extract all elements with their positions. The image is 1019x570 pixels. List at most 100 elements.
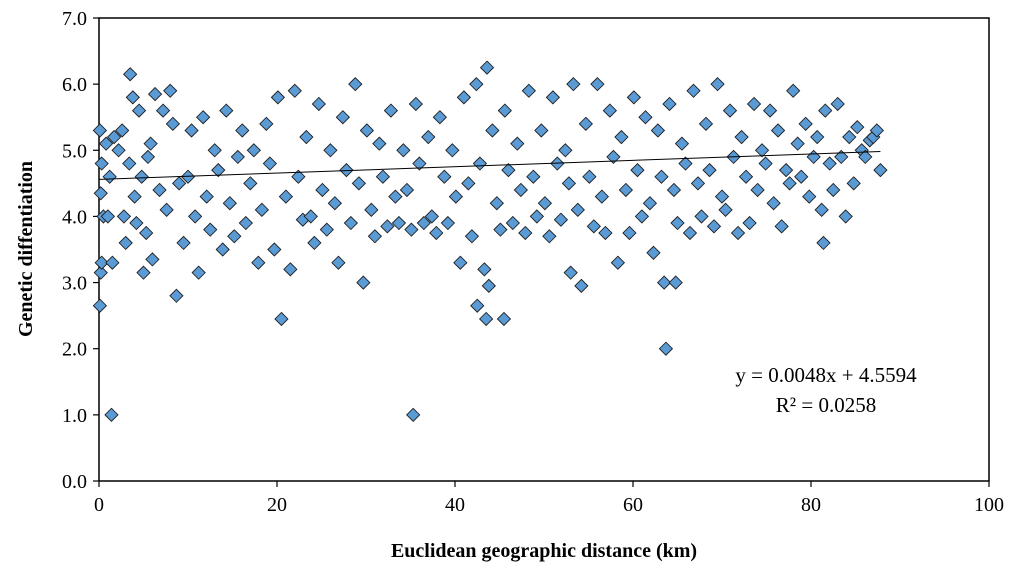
data-point <box>123 67 138 82</box>
x-tick-label: 100 <box>974 494 1004 516</box>
data-point <box>529 209 545 224</box>
data-point <box>574 278 589 294</box>
data-point <box>319 222 334 237</box>
data-point <box>485 123 500 138</box>
data-point <box>315 182 330 198</box>
data-point <box>215 242 230 257</box>
data-point <box>638 110 653 125</box>
data-point <box>412 156 427 171</box>
data-point <box>145 252 160 267</box>
data-point <box>834 149 849 165</box>
data-point <box>694 209 709 224</box>
data-point <box>235 123 250 138</box>
data-point <box>203 222 218 237</box>
data-point <box>139 225 154 241</box>
data-point <box>227 229 242 244</box>
data-point <box>674 136 690 151</box>
data-point <box>291 169 306 184</box>
data-point <box>375 169 391 184</box>
data-point <box>432 110 448 125</box>
data-point <box>782 176 797 191</box>
data-point <box>481 278 496 294</box>
data-point <box>646 245 661 260</box>
data-point <box>545 90 561 105</box>
data-point <box>125 90 140 105</box>
y-tick-label: 0.0 <box>62 471 87 493</box>
data-point <box>830 96 845 112</box>
data-point <box>131 103 147 118</box>
data-point <box>706 219 722 234</box>
data-point <box>479 60 495 75</box>
data-point <box>850 119 865 135</box>
data-point <box>770 123 786 138</box>
data-point <box>563 265 578 280</box>
data-point <box>421 129 436 145</box>
data-point <box>718 202 733 217</box>
y-tick-label: 1.0 <box>62 405 87 427</box>
data-point <box>100 209 116 224</box>
data-point <box>176 235 191 251</box>
x-tick-label: 80 <box>801 494 821 516</box>
data-point <box>598 225 613 241</box>
data-point <box>406 407 421 422</box>
data-point <box>140 149 156 165</box>
data-point <box>388 189 403 204</box>
data-point <box>513 182 528 198</box>
data-point <box>790 136 805 151</box>
data-point <box>622 225 637 241</box>
data-point <box>259 116 274 131</box>
data-point <box>774 219 789 234</box>
data-point <box>222 196 237 211</box>
data-point <box>127 189 142 204</box>
x-axis-title: Euclidean geographic distance (km) <box>391 540 697 562</box>
data-point <box>654 169 669 184</box>
data-point <box>92 123 108 138</box>
plot-area <box>98 17 990 482</box>
data-point <box>610 255 626 270</box>
data-point <box>399 182 415 198</box>
y-tick-label: 2.0 <box>62 339 87 361</box>
data-point <box>594 189 609 204</box>
data-point <box>147 86 163 102</box>
data-point <box>477 262 492 277</box>
data-point <box>734 129 749 145</box>
data-point <box>558 143 573 158</box>
data-point <box>469 77 484 92</box>
data-point <box>359 123 375 138</box>
data-point <box>766 196 781 211</box>
x-tick-label: 0 <box>94 494 104 516</box>
data-point <box>287 83 302 98</box>
data-point <box>534 123 549 138</box>
data-point <box>323 143 338 158</box>
data-point <box>270 90 286 105</box>
y-axis-title: Genetic diffentiation <box>15 161 37 337</box>
data-point <box>666 182 682 198</box>
data-point <box>404 222 419 237</box>
data-point <box>470 298 485 313</box>
data-point <box>461 176 476 191</box>
data-point <box>810 129 825 145</box>
data-point <box>630 162 645 178</box>
data-point <box>816 235 831 251</box>
data-point <box>118 235 133 251</box>
x-tick-label: 20 <box>267 494 287 516</box>
data-point <box>416 215 431 231</box>
data-point <box>570 202 585 217</box>
data-point <box>102 169 117 184</box>
data-point <box>105 255 120 270</box>
data-point <box>440 215 456 231</box>
data-point <box>662 96 677 112</box>
data-point <box>634 209 650 224</box>
data-point <box>802 189 817 204</box>
data-point <box>307 235 322 251</box>
data-point <box>93 265 108 280</box>
data-point <box>169 288 184 303</box>
x-tick-label: 40 <box>445 494 465 516</box>
data-point <box>858 149 873 165</box>
data-point <box>129 215 144 231</box>
x-axis: 0 20 40 60 80 100 <box>94 481 1004 516</box>
data-point <box>93 186 108 201</box>
data-point <box>606 149 621 165</box>
data-point <box>501 162 516 178</box>
